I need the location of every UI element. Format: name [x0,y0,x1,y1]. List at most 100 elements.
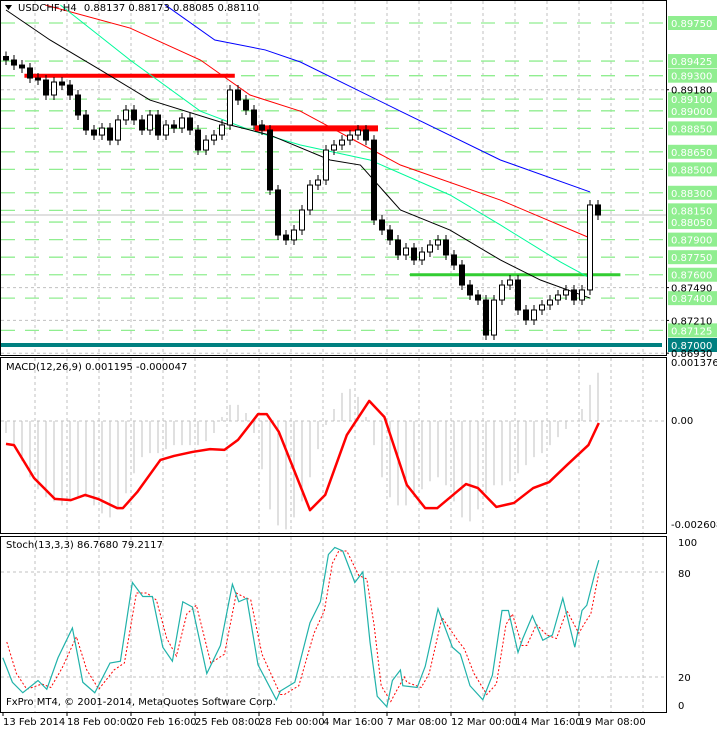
time-axis-label: 25 Feb 08:00 [195,717,261,728]
time-axis-label: 4 Mar 16:00 [323,717,383,728]
candle-body [515,279,521,311]
candle-body [339,139,345,146]
candle-body [315,179,321,186]
price-level-tag [668,144,717,159]
copyright-text: FxPro MT4, © 2001-2014, MetaQuotes Softw… [6,697,276,708]
price-level-tag [668,162,717,177]
candle-body [387,229,393,241]
price-level-tag [668,121,717,136]
candle-body [411,247,417,261]
price-axis-label: 0.87490 [671,284,712,295]
candle-body [299,209,305,231]
candle-body [547,299,553,306]
candle-body [75,94,81,116]
price-axis-label: 0.86930 [671,349,712,360]
price-level-label: 0.88850 [671,124,712,135]
price-level-tag [668,337,717,352]
time-axis-label: 28 Feb 00:00 [259,717,325,728]
price-header: USDCHF,H4 0.88137 0.88173 0.88085 0.8811… [18,3,259,14]
price-level-tag [668,92,717,107]
price-axis-label: 0.87210 [671,316,712,327]
candle-body [147,114,153,131]
candle-body [27,67,33,79]
price-level-label: 0.88500 [671,165,712,176]
stoch-axis-label: 20 [678,673,691,684]
candle-body [427,244,433,253]
candle-body [595,204,601,216]
price-level-label: 0.89000 [671,107,712,118]
candle-body [155,114,161,136]
candle-body [235,89,241,101]
candle-body [467,284,473,296]
candle-body [275,189,281,236]
price-level-label: 0.87750 [671,253,712,264]
stoch-axis-label: 100 [678,538,697,549]
macd-panel [0,357,667,534]
candle-body [555,294,561,301]
price-level-tag [668,185,717,200]
candle-body [563,289,569,296]
candle-body [571,289,577,301]
candle-body [507,279,513,286]
stoch-axis-label: 80 [678,569,691,580]
candle-body [123,109,129,121]
candle-body [67,84,73,96]
stoch-signal-line [6,550,600,703]
collapse-arrow-icon [5,5,12,10]
stoch-main-line [2,546,600,709]
time-axis-label: 7 Mar 08:00 [387,717,447,728]
macd-axis-label: 0.001376 [671,358,717,369]
stoch-axis-label: 0 [678,701,684,712]
price-level-tag [668,215,717,230]
moving-average-line [60,4,591,279]
symbol-label: USDCHF,H4 [18,3,77,14]
candle-body [475,294,481,301]
candle-body [139,119,145,131]
candle-body [451,254,457,266]
price-level-tag [668,323,717,338]
price-level-label: 0.87400 [671,294,712,305]
candle-body [251,109,257,126]
candle-body [187,117,193,131]
candle-body [379,219,385,231]
candle-body [307,184,313,211]
candle-body [371,139,377,221]
candle-body [259,124,265,131]
candle-body [539,304,545,311]
candle-body [171,124,177,129]
price-level-label: 0.88300 [671,189,712,200]
price-level-label: 0.89750 [671,19,712,30]
candle-body [11,59,17,66]
candle-body [355,129,361,136]
ohlc-values: 0.88137 0.88173 0.88085 0.88110 [83,3,259,14]
price-level-label: 0.88650 [671,148,712,159]
candle-body [35,77,41,81]
macd-header: MACD(12,26,9) 0.001195 -0.000047 [6,362,188,373]
candle-body [443,239,449,256]
candle-body [115,119,121,141]
price-level-tag [668,54,717,69]
candle-body [91,129,97,136]
price-level-label: 0.87000 [671,341,712,352]
macd-axis-label: 0.00 [671,416,693,427]
candle-body [99,127,105,136]
price-level-label: 0.87125 [671,326,712,337]
candle-body [163,124,169,136]
price-level-label: 0.88150 [671,206,712,217]
price-panel [0,0,667,356]
candle-body [403,247,409,256]
price-axis-label: 0.89180 [671,86,712,97]
candle-body [195,129,201,151]
candle-body [331,144,337,151]
candle-body [211,134,217,141]
stoch-header: Stoch(13,3,3) 86.7680 79.2117 [6,540,163,551]
moving-average-line [164,4,591,193]
macd-signal-line [5,399,600,512]
time-axis-label: 18 Feb 00:00 [67,717,133,728]
time-axis-label: 13 Feb 2014 [3,717,65,728]
candle-body [267,129,273,191]
candle-body [499,284,505,301]
candle-body [531,309,537,321]
